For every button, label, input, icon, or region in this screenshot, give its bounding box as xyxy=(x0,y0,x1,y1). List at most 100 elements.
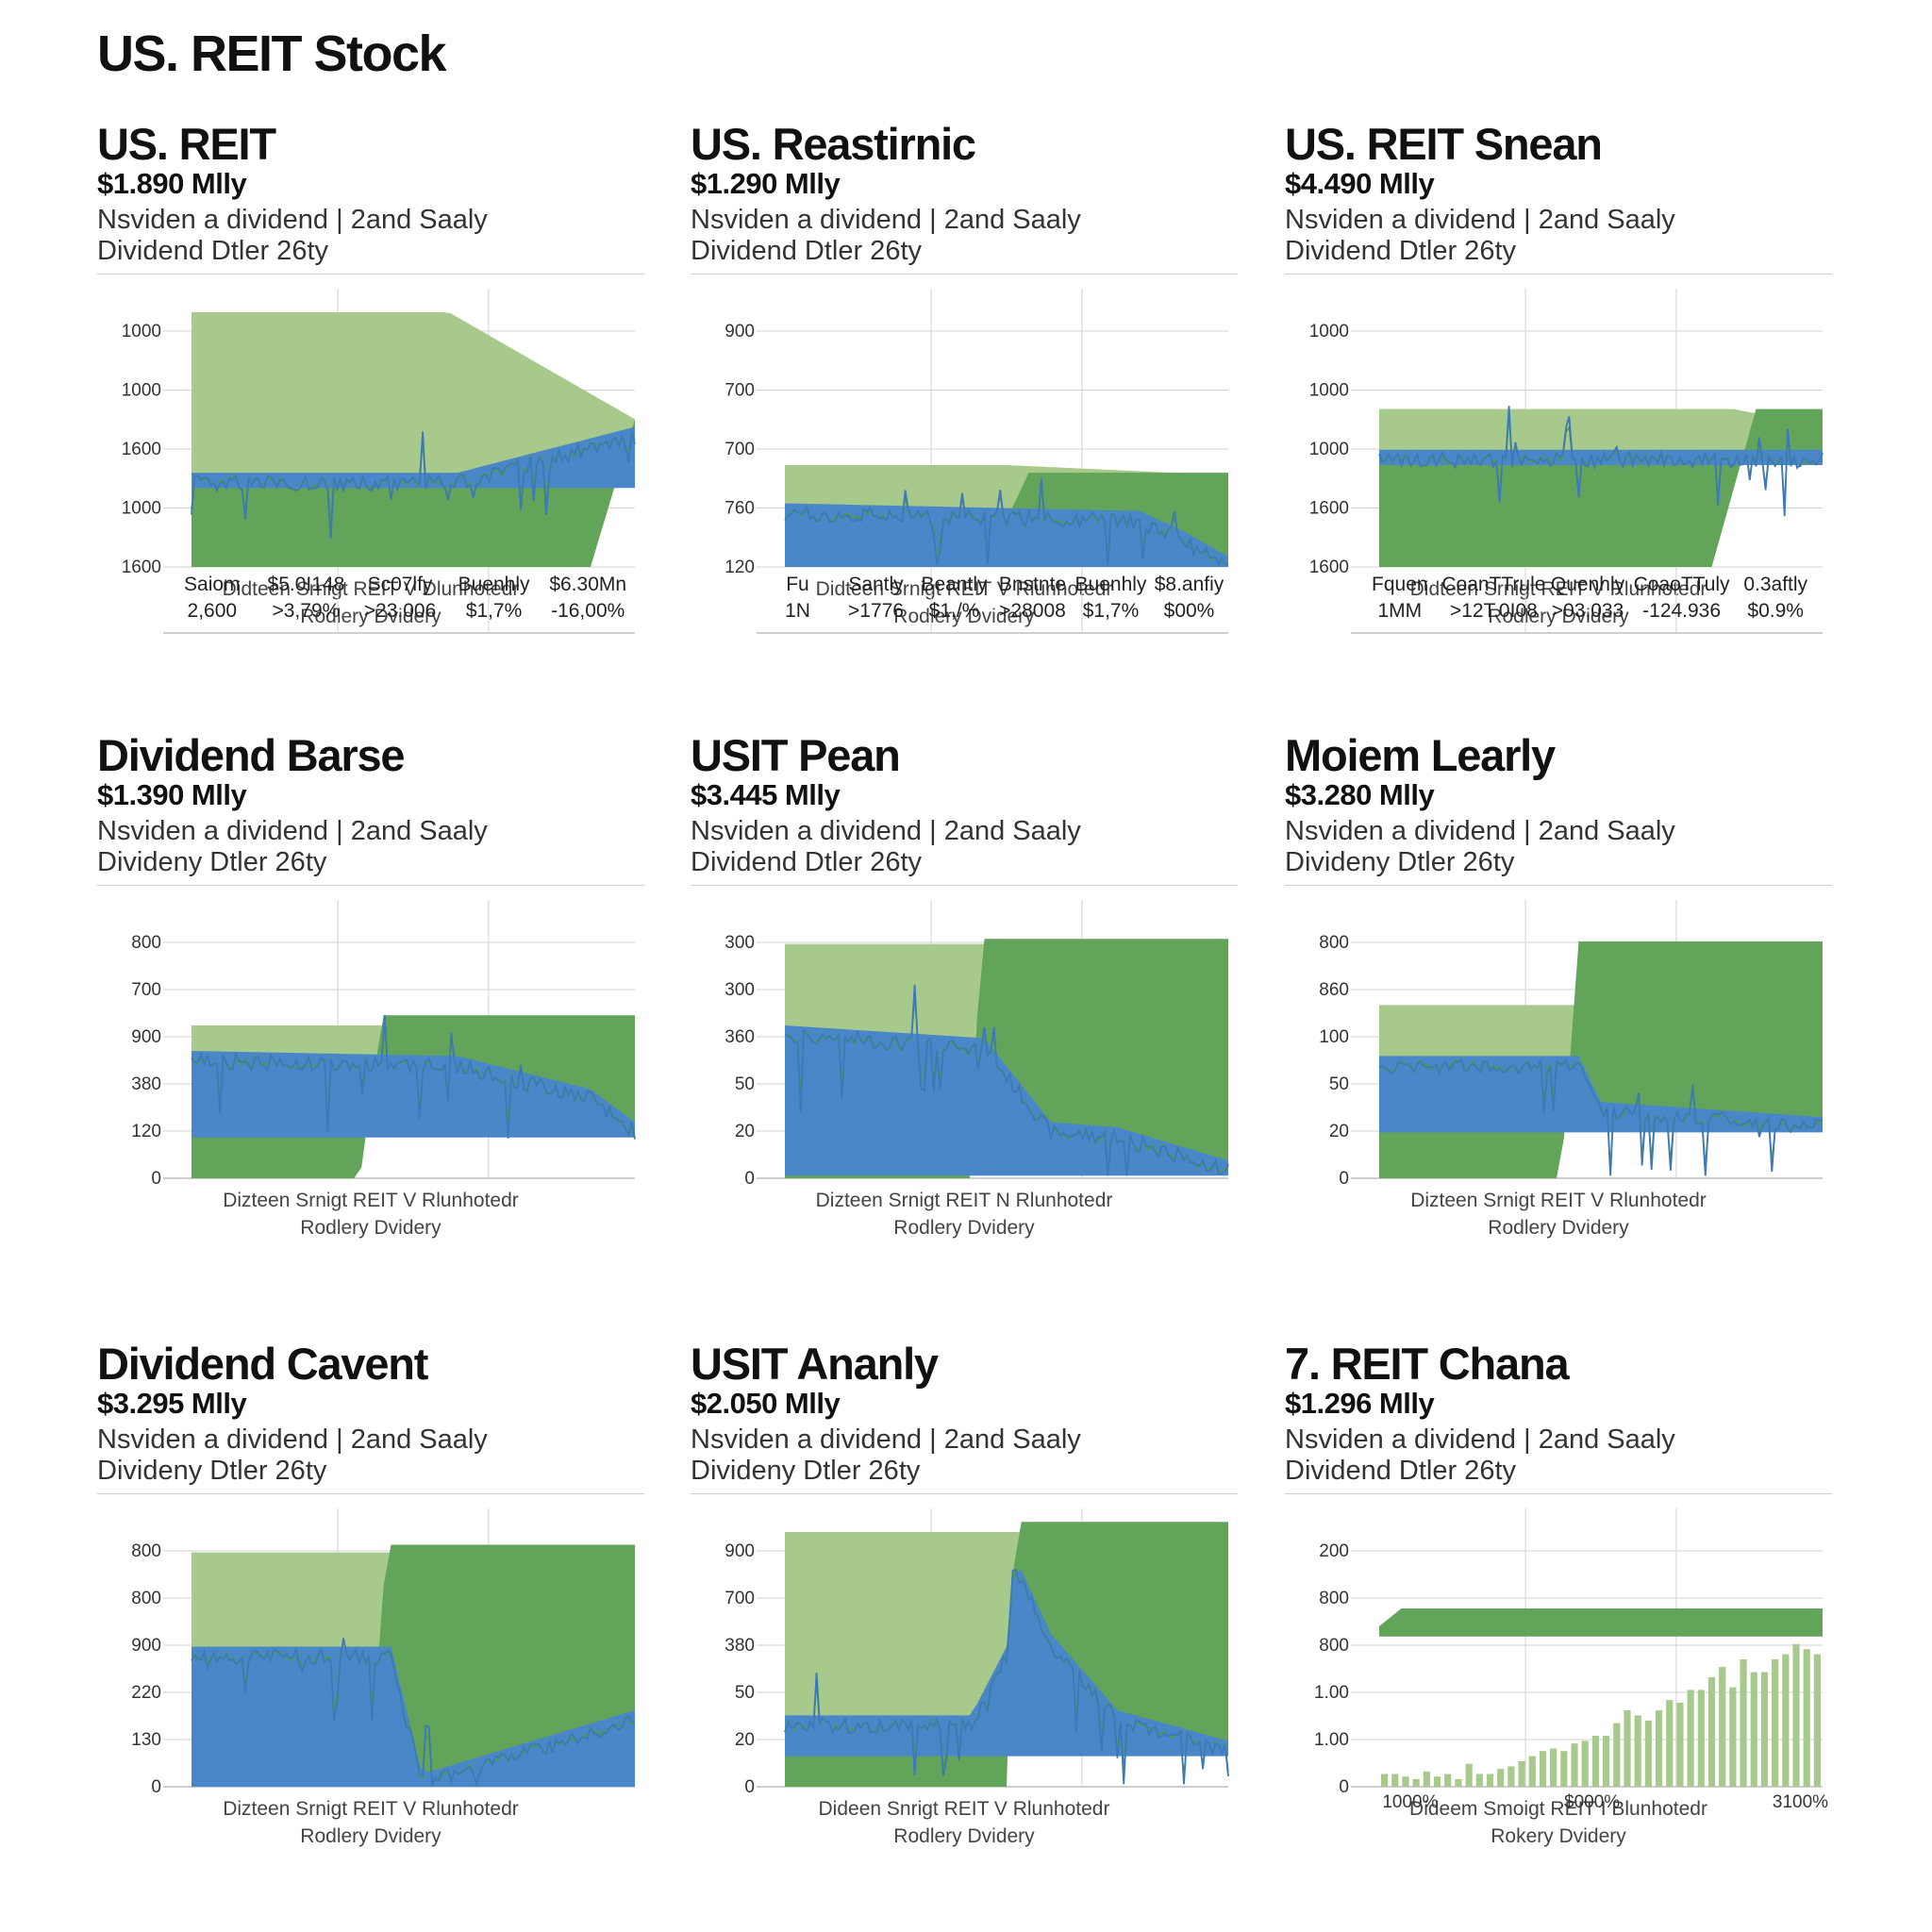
y-tick-label: 0 xyxy=(151,1169,161,1189)
chart-caption: Didteen Srnigt REIT V Rlunhotedr xyxy=(815,578,1113,600)
bar xyxy=(1760,1672,1769,1787)
chart-caption-2: Rodlery Dvidery xyxy=(300,1217,441,1239)
divider xyxy=(97,885,644,886)
panel-subtitle: Nsviden a dividend | 2and Saaly xyxy=(1285,816,1675,846)
y-tick-label: 130 xyxy=(131,1730,161,1750)
y-tick-label: 700 xyxy=(131,980,161,1000)
bar xyxy=(1697,1690,1705,1787)
divider xyxy=(1285,274,1832,275)
series-line-blue xyxy=(191,1638,636,1788)
bar xyxy=(1772,1659,1779,1787)
x-tick-label: -124.936 xyxy=(1642,600,1721,622)
series-area-blue xyxy=(1379,1056,1823,1133)
x-tick-label: $000% xyxy=(1564,1792,1620,1812)
divider xyxy=(1285,885,1832,886)
series-line-blue xyxy=(784,477,1228,567)
bar xyxy=(1719,1667,1726,1787)
chart-svg: 900 700 380 50 20 0 xyxy=(724,1508,1229,1797)
x-tick-label: $1,7% xyxy=(1083,600,1140,622)
y-tick-label: 200 xyxy=(1319,1541,1349,1561)
y-tick-label: 1600 xyxy=(1309,558,1349,577)
panel-title: Moiem Learly xyxy=(1285,730,1556,780)
bar xyxy=(1655,1710,1663,1787)
chart-caption: Didteen Srnigt REIT V Dlunhotedr xyxy=(222,578,520,600)
panel-price: $4.490 Mlly xyxy=(1285,167,1435,200)
x-tick-label: >12T.0I08 xyxy=(1450,600,1538,622)
chart-panel: USIT Pean $3.445 Mlly Nsviden a dividend |… xyxy=(691,729,1238,1324)
bar xyxy=(1497,1769,1505,1787)
y-tick-label: 380 xyxy=(131,1074,161,1094)
chart-svg: 200 800 800 1.00 1.00 0 1000% $000% 3100% xyxy=(1314,1508,1828,1812)
bar xyxy=(1707,1676,1716,1787)
x-tick-label: $1,/% xyxy=(929,600,980,622)
bar xyxy=(1803,1649,1810,1787)
chart-svg: 800 860 100 50 20 0 xyxy=(1319,900,1824,1189)
series-area-blue xyxy=(192,1646,635,1787)
series-area-light-band xyxy=(1379,408,1823,463)
bar xyxy=(1591,1736,1599,1787)
panel-title: US. REIT Snean xyxy=(1285,119,1603,169)
x-tick-label: >23.006 xyxy=(364,600,437,622)
bar xyxy=(1782,1654,1790,1787)
panel-subtitle-2: Divideny Dtler 26ty xyxy=(1285,847,1515,877)
panel-subtitle-2: Divideny Dtler 26ty xyxy=(97,847,327,877)
chart-caption-2: Rodlery Dvidery xyxy=(893,1217,1035,1239)
y-tick-label: 300 xyxy=(724,980,755,1000)
panel-price: $1.290 Mlly xyxy=(691,167,841,200)
bar xyxy=(1423,1771,1430,1787)
chart-caption: Dizteen Srnigt REIT N Rlunhotedr xyxy=(815,1190,1113,1211)
series-area-dark-band xyxy=(785,939,1228,1178)
y-tick-label: 800 xyxy=(131,933,161,953)
y-tick-label: 0 xyxy=(1339,1777,1349,1797)
y-tick-label: 120 xyxy=(131,1122,161,1141)
bar xyxy=(1507,1766,1515,1787)
chart-panel: USIT Ananly $2.050 Mlly Nsviden a dividend… xyxy=(691,1338,1238,1932)
x-tick-label: $5.0I148 xyxy=(268,574,345,595)
x-tick-label: 2,600 xyxy=(188,600,238,622)
x-tick-label: >28008 xyxy=(999,600,1066,622)
x-tick-label: Buenhly xyxy=(458,574,530,595)
panel-subtitle: Nsviden a dividend | 2and Saaly xyxy=(97,816,488,846)
chart-caption: Dizteen Srnigt REIT V Rlunhotedr xyxy=(1410,1190,1707,1211)
series-line-blue xyxy=(1378,406,1824,517)
panel-subtitle-2: Divideny Dtler 26ty xyxy=(97,1456,327,1486)
panel-price: $3.295 Mlly xyxy=(97,1387,247,1420)
x-tick-label: 0.3aftly xyxy=(1743,574,1807,595)
panel-subtitle-2: Dividend Dtler 26ty xyxy=(1285,236,1516,266)
y-tick-label: 900 xyxy=(724,322,755,341)
y-tick-label: 1000 xyxy=(1309,440,1349,459)
chart-svg: 1000 1000 1000 1600 1600 Fquen 1MM CoanTTrule >1… xyxy=(1309,289,1824,634)
bar xyxy=(1644,1720,1652,1787)
y-tick-label: 0 xyxy=(151,1777,161,1797)
bar xyxy=(1792,1643,1800,1787)
chart-caption-2: Rokery Dvidery xyxy=(1491,1825,1626,1847)
y-tick-label: 1000 xyxy=(122,322,161,341)
panel-subtitle: Nsviden a dividend | 2and Saaly xyxy=(691,816,1081,846)
panel-subtitle: Nsviden a dividend | 2and Saaly xyxy=(1285,1424,1675,1455)
y-tick-label: 220 xyxy=(131,1683,161,1703)
y-tick-label: 1.00 xyxy=(1314,1730,1349,1750)
y-tick-label: 700 xyxy=(724,381,755,401)
y-tick-label: 120 xyxy=(724,558,755,577)
x-tick-label: $6.30Mn xyxy=(549,574,626,595)
x-tick-label: 3100% xyxy=(1773,1792,1828,1812)
bar xyxy=(1539,1751,1547,1787)
divider xyxy=(691,1493,1238,1494)
bar xyxy=(1634,1715,1641,1787)
x-tick-label: Beantly xyxy=(921,574,988,595)
x-tick-label: Quenhly xyxy=(1551,574,1625,595)
panel-title: USIT Pean xyxy=(691,730,901,780)
series-area-blue xyxy=(785,503,1228,567)
y-tick-label: 800 xyxy=(131,1541,161,1561)
x-tick-label: CoanTTrule xyxy=(1441,574,1545,595)
y-tick-label: 800 xyxy=(1319,933,1349,953)
series-line-blue xyxy=(784,984,1229,1176)
x-tick-label: Santly xyxy=(848,574,904,595)
y-tick-label: 760 xyxy=(724,499,755,519)
x-tick-label: 1000% xyxy=(1382,1792,1438,1812)
y-tick-label: 900 xyxy=(131,1636,161,1656)
y-tick-label: 1000 xyxy=(1309,381,1349,401)
chart-caption-2: Rodlery Dvidery xyxy=(893,1825,1035,1847)
chart-panel: 7. REIT Chana $1.296 Mlly Nsviden a divide… xyxy=(1285,1338,1832,1932)
y-tick-label: 100 xyxy=(1319,1027,1349,1047)
